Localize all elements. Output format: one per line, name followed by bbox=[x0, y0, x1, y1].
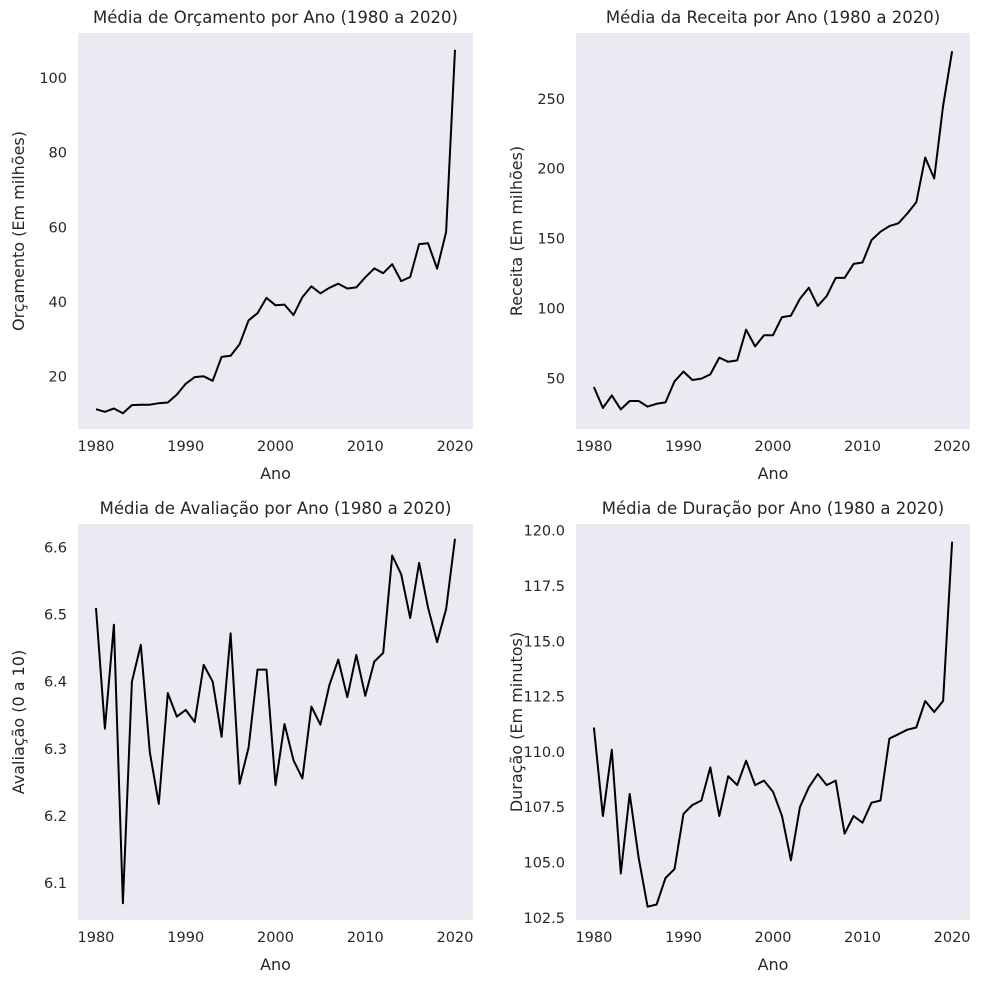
x-tick-label: 2020 bbox=[934, 930, 971, 946]
x-tick-label: 1980 bbox=[575, 930, 612, 946]
x-axis-label: Ano bbox=[260, 464, 291, 483]
plot-area bbox=[576, 33, 970, 429]
x-tick-label: 2020 bbox=[437, 439, 474, 455]
y-tick-label: 50 bbox=[547, 372, 565, 388]
x-tick-label: 1990 bbox=[167, 439, 204, 455]
x-tick-label: 2000 bbox=[755, 930, 792, 946]
subplot-3: Média de Avaliação por Ano (1980 a 2020)… bbox=[9, 499, 473, 974]
y-tick-label: 150 bbox=[537, 232, 565, 248]
y-axis-label: Receita (Em milhões) bbox=[507, 146, 526, 316]
x-tick-label: 1990 bbox=[665, 439, 702, 455]
y-tick-label: 6.6 bbox=[44, 540, 67, 556]
series-line bbox=[95, 538, 456, 905]
x-tick-label: 1980 bbox=[575, 439, 612, 455]
x-tick-label: 2010 bbox=[347, 439, 384, 455]
y-tick-label: 6.5 bbox=[44, 608, 67, 624]
x-tick-label: 1980 bbox=[78, 930, 115, 946]
y-tick-label: 6.1 bbox=[44, 876, 67, 892]
y-tick-label: 115.0 bbox=[523, 634, 565, 650]
y-tick-label: 20 bbox=[49, 370, 67, 386]
x-tick-label: 2020 bbox=[934, 439, 971, 455]
x-tick-label: 1980 bbox=[78, 439, 115, 455]
chart-title: Média da Receita por Ano (1980 a 2020) bbox=[606, 8, 940, 27]
y-tick-label: 200 bbox=[537, 162, 565, 178]
x-tick-label: 2010 bbox=[844, 439, 881, 455]
plot-area bbox=[78, 524, 473, 920]
y-axis-label: Avaliação (0 a 10) bbox=[9, 650, 28, 794]
chart-title: Média de Duração por Ano (1980 a 2020) bbox=[602, 499, 944, 518]
series-line bbox=[95, 49, 456, 415]
y-tick-label: 60 bbox=[49, 220, 67, 236]
y-axis-label: Orçamento (Em milhões) bbox=[9, 131, 28, 331]
y-tick-label: 105.0 bbox=[523, 855, 565, 871]
series-line bbox=[592, 51, 954, 411]
x-tick-label: 2010 bbox=[347, 930, 384, 946]
y-axis-label: Duração (Em minutos) bbox=[507, 632, 526, 812]
y-tick-label: 6.3 bbox=[44, 742, 67, 758]
y-tick-label: 120.0 bbox=[523, 524, 565, 540]
y-tick-label: 6.4 bbox=[44, 675, 67, 691]
y-tick-label: 107.5 bbox=[523, 800, 565, 816]
x-tick-label: 2020 bbox=[437, 930, 474, 946]
x-tick-label: 2000 bbox=[257, 930, 294, 946]
x-axis-label: Ano bbox=[758, 464, 789, 483]
y-tick-label: 80 bbox=[49, 146, 67, 162]
x-tick-label: 2000 bbox=[755, 439, 792, 455]
y-tick-label: 250 bbox=[537, 92, 565, 108]
subplot-4: Média de Duração por Ano (1980 a 2020) 19… bbox=[507, 499, 971, 974]
x-tick-label: 2000 bbox=[257, 439, 294, 455]
x-axis-label: Ano bbox=[260, 955, 291, 974]
plot-area bbox=[576, 524, 970, 920]
x-tick-label: 1990 bbox=[167, 930, 204, 946]
y-tick-label: 110.0 bbox=[523, 745, 565, 761]
y-tick-label: 40 bbox=[49, 295, 67, 311]
y-tick-label: 100 bbox=[39, 71, 67, 87]
y-tick-label: 6.2 bbox=[44, 809, 67, 825]
x-tick-label: 2010 bbox=[844, 930, 881, 946]
plot-area bbox=[78, 33, 473, 429]
chart-title: Média de Orçamento por Ano (1980 a 2020) bbox=[93, 8, 458, 27]
chart-title: Média de Avaliação por Ano (1980 a 2020) bbox=[100, 499, 452, 518]
subplot-2: Média da Receita por Ano (1980 a 2020) 19… bbox=[507, 8, 971, 483]
y-tick-label: 112.5 bbox=[523, 690, 565, 706]
y-tick-label: 102.5 bbox=[523, 911, 565, 927]
subplot-1: Média de Orçamento por Ano (1980 a 2020)… bbox=[9, 8, 473, 483]
x-axis-label: Ano bbox=[758, 955, 789, 974]
y-tick-label: 100 bbox=[537, 302, 565, 318]
series-line bbox=[592, 541, 954, 908]
x-tick-label: 1990 bbox=[665, 930, 702, 946]
y-tick-label: 117.5 bbox=[523, 579, 565, 595]
